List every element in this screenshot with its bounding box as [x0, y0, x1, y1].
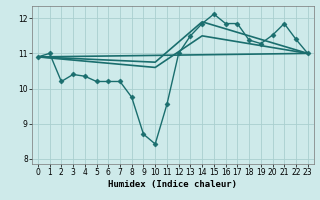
X-axis label: Humidex (Indice chaleur): Humidex (Indice chaleur): [108, 180, 237, 189]
